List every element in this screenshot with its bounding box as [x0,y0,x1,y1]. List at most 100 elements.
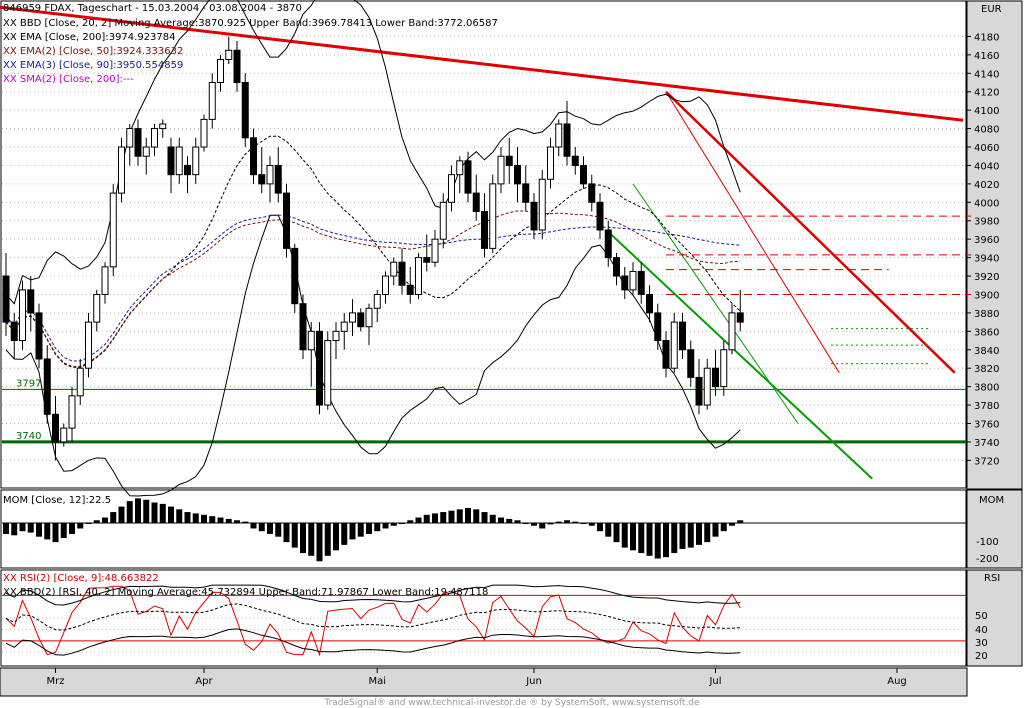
mom-bar [498,517,504,523]
mom-bar [242,521,249,523]
currency-label: EUR [981,4,1002,15]
candle-body [19,289,26,342]
mom-bar [613,523,620,543]
rsi-title: RSI [984,573,1000,584]
candle-body [291,247,299,305]
price-tick-label: 4020 [974,180,999,191]
legend-bbd: XX BBD [Close, 20, 2] Moving Average:387… [3,18,498,29]
candle-body [2,275,10,323]
price-tick-label: 3900 [974,290,999,301]
mom-bar [621,523,628,548]
price-tick-label: 3760 [974,419,999,430]
mom-bar [679,523,686,549]
candle-body [712,367,719,388]
candle-body [332,330,340,342]
candle-body [27,289,35,314]
price-tick-label: 4120 [974,88,999,99]
bollinger-middle-band [5,135,741,368]
mom-bar [465,507,471,523]
candle-body [522,183,530,203]
price-tick-label: 3740 [974,438,999,449]
mom-bar [366,523,372,534]
mom-bar [69,523,75,534]
mom-bar [357,523,364,537]
mom-bar [630,523,636,551]
candle-body [571,155,579,166]
mom-bar [250,523,257,529]
candle-body [439,201,447,240]
candle-body [142,146,150,157]
mom-bar [663,523,669,558]
mom-bar [192,513,199,523]
mom-bar [308,523,315,556]
candle-body [703,367,711,406]
price-tick-label: 4180 [974,32,999,43]
mom-bar [432,513,438,523]
legend-ema200: XX EMA [Close, 200]:3974.923784 [3,32,176,43]
mom-bar [522,523,529,524]
candle-body [225,49,233,60]
month-label: Aug [887,676,907,687]
candle-body [373,293,381,309]
candle-body [563,123,571,157]
month-label: Jul [708,676,721,687]
mom-axis-bg [966,489,1023,569]
ema90-line [5,214,741,362]
legend-ema90: XX EMA(3) [Close, 90]:3950.554859 [3,60,183,71]
green-channel-thin-line [632,183,799,424]
mom-bar [646,523,653,556]
candle-body [431,238,439,263]
candle-body [159,123,167,130]
mom-bar [85,523,92,524]
mom-bar [291,523,298,548]
short-downtrend-line [665,90,956,374]
candle-body [637,270,645,295]
price-tick-label: 4160 [974,51,999,62]
price-tick-label: 3860 [974,327,999,338]
price-tick-label: 3880 [974,309,999,320]
support-label: 3797 [16,378,41,389]
price-panel-frame [0,0,967,489]
price-tick-label: 4140 [974,69,999,80]
mom-bar [737,520,744,523]
candle-body [423,257,431,263]
candle-body [68,395,76,429]
candle-body [324,340,332,406]
candle-body [365,307,373,328]
candle-body [654,312,662,342]
mom-bar [415,517,422,523]
mom-bar [423,514,430,523]
candle-body [266,164,274,185]
candle-body [629,270,637,291]
mom-bar [60,523,67,539]
rsi-bbd-lower [5,628,741,656]
price-tick-label: 3960 [974,235,999,246]
rsi-tick-40: 40 [975,625,988,636]
candle-body [349,312,356,323]
candle-body [538,178,546,231]
candle-body [670,321,678,369]
mom-tick-200: -200 [976,554,999,565]
mom-bar [143,499,150,523]
mom-bar [399,523,405,524]
candle-body [283,192,290,249]
mom-panel-frame [0,489,967,569]
mom-bar [234,520,240,523]
mom-bar [159,503,166,523]
time-axis-bg [0,667,968,697]
candle-body [233,49,241,84]
candle-body [307,330,315,351]
candle-body [679,321,686,351]
candle-body [547,146,554,180]
legend-sma200: XX SMA(2) [Close, 200]:--- [3,74,134,85]
price-tick-label: 3780 [974,401,999,412]
candle-body [357,312,365,328]
candle-body [151,128,158,148]
mom-tick-100: -100 [976,537,999,548]
mom-bar [696,523,702,545]
rsi-bbd-label: XX BBD(2) [RSI, 40, 2] Moving Average:45… [3,587,488,598]
rsi-bbd-upper [5,584,741,606]
candle-body [456,160,464,176]
candle-body [406,284,414,295]
